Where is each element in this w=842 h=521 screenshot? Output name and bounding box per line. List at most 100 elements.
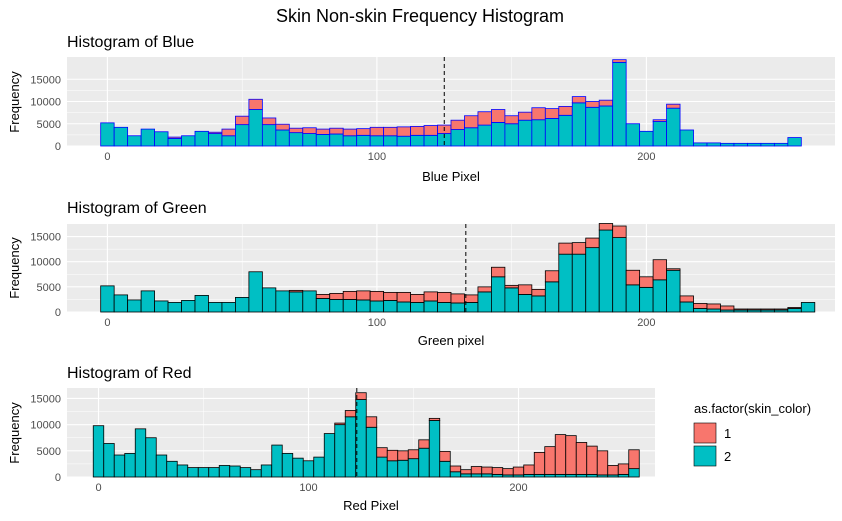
red-bar-class-1 (470, 466, 483, 475)
green-bar-class-2 (477, 291, 492, 313)
green-bar-class-2 (396, 301, 411, 313)
blue-bar-class-2 (154, 131, 169, 147)
green-bar-class-2 (787, 308, 802, 313)
green-bar-class-1 (558, 242, 573, 255)
blue-bar-class-2 (140, 128, 155, 147)
red-y-tick-label: 15000 (30, 393, 61, 405)
green-bar-class-2 (558, 253, 573, 313)
red-bar-class-1 (449, 465, 462, 473)
blue-bar-class-1 (450, 119, 465, 130)
red-bar-class-1 (544, 446, 556, 475)
red-bar-class-1 (596, 450, 609, 476)
green-bar-class-1 (787, 307, 802, 309)
blue-x-axis-title: Blue Pixel (422, 169, 480, 184)
blue-bar-class-1 (477, 111, 492, 126)
green-y-tick-label: 15000 (30, 232, 61, 244)
red-y-tick-label: 5000 (37, 446, 61, 458)
blue-bar-class-2 (558, 114, 573, 147)
blue-bar-class-1 (235, 115, 250, 126)
red-bar-class-1 (586, 445, 598, 475)
red-bar-class-2 (145, 437, 157, 478)
blue-bar-class-2 (612, 61, 627, 147)
red-bar-class-1 (407, 449, 420, 460)
blue-tick-labels: 0 5000 10000 15000 0 100 200 (30, 74, 655, 163)
red-x-axis-title: Red Pixel (343, 498, 399, 513)
green-bar-class-1 (639, 276, 654, 288)
green-bar-class-1 (369, 290, 385, 302)
blue-bar-class-1 (248, 98, 263, 110)
red-x-tick-label: 200 (509, 482, 527, 494)
blue-bar-class-2 (652, 121, 667, 147)
legend-label-2: 2 (724, 449, 731, 464)
blue-bar-class-1 (558, 105, 573, 116)
green-bar-class-1 (544, 270, 560, 283)
green-bar-class-2 (585, 247, 600, 313)
blue-bar-class-2 (383, 135, 398, 147)
red-bar-class-1 (607, 465, 619, 476)
green-bar-class-1 (666, 268, 681, 271)
green-bar-class-2 (800, 302, 816, 313)
green-bar-class-1 (315, 293, 331, 299)
green-bar-class-2 (598, 229, 614, 313)
green-bar-class-2 (208, 302, 223, 313)
blue-bar-class-1 (612, 59, 627, 63)
green-bar-class-1 (693, 303, 708, 309)
green-bar-class-2 (666, 269, 681, 313)
blue-bar-class-1 (491, 109, 506, 123)
blue-bar-class-2 (639, 130, 654, 147)
red-bar-class-2 (197, 467, 210, 478)
blue-bar-class-2 (369, 135, 385, 147)
red-bar-class-1 (334, 422, 346, 426)
legend-swatch-2 (693, 445, 717, 467)
blue-bar-class-2 (302, 133, 317, 147)
red-bar-class-1 (628, 449, 640, 470)
blue-bar-class-1 (666, 103, 681, 109)
red-y-tick-label: 0 (55, 472, 61, 484)
red-bar-class-2 (124, 453, 136, 478)
blue-y-axis-title: Frequency (7, 71, 22, 133)
blue-bar-class-1 (517, 111, 533, 121)
green-x-tick-label: 100 (368, 317, 386, 329)
red-bar-class-2 (323, 433, 336, 478)
green-bar-class-1 (383, 291, 398, 301)
green-bar-class-2 (342, 299, 358, 313)
green-bar-class-1 (464, 294, 479, 303)
red-bar-class-2 (344, 416, 357, 478)
red-bar-class-2 (103, 443, 115, 478)
green-panel-title: Histogram of Green (67, 200, 207, 217)
red-bar-class-2 (302, 460, 315, 478)
blue-bar-class-1 (571, 96, 587, 104)
red-y-axis-title: Frequency (7, 402, 22, 464)
red-bar-class-1 (512, 466, 525, 476)
blue-bar-class-2 (181, 135, 196, 147)
blue-bar-class-2 (329, 133, 344, 147)
red-bar-class-1 (565, 435, 577, 475)
green-bar-class-1 (706, 303, 721, 310)
red-bar-class-2 (166, 460, 178, 478)
red-bar-class-2 (281, 453, 294, 478)
green-bar-class-1 (571, 242, 587, 255)
blue-bar-class-2 (706, 142, 721, 147)
green-bar-class-2 (302, 290, 317, 313)
red-bar-class-2 (187, 467, 199, 478)
blue-bar-class-1 (208, 131, 223, 134)
green-bar-class-2 (100, 285, 115, 313)
green-bar-class-2 (625, 284, 641, 313)
blue-bar-class-1 (329, 127, 344, 135)
blue-bar-class-2 (248, 109, 263, 147)
legend: as.factor(skin_color) 1 2 (693, 401, 811, 467)
green-y-tick-label: 10000 (30, 257, 61, 269)
green-bar-class-2 (154, 300, 169, 313)
green-bar-class-1 (585, 237, 600, 249)
red-bar-class-2 (428, 420, 441, 478)
red-bar-class-2 (397, 459, 409, 478)
green-bars (100, 223, 816, 313)
blue-bar-class-1 (369, 126, 385, 137)
blue-y-tick-label: 10000 (30, 97, 61, 109)
blue-x-tick-label: 200 (637, 151, 655, 163)
red-bar-class-1 (617, 463, 630, 475)
green-bar-class-2 (706, 308, 721, 313)
blue-bar-class-2 (733, 142, 748, 147)
blue-bar-class-2 (760, 142, 775, 147)
blue-bar-class-2 (113, 126, 129, 147)
